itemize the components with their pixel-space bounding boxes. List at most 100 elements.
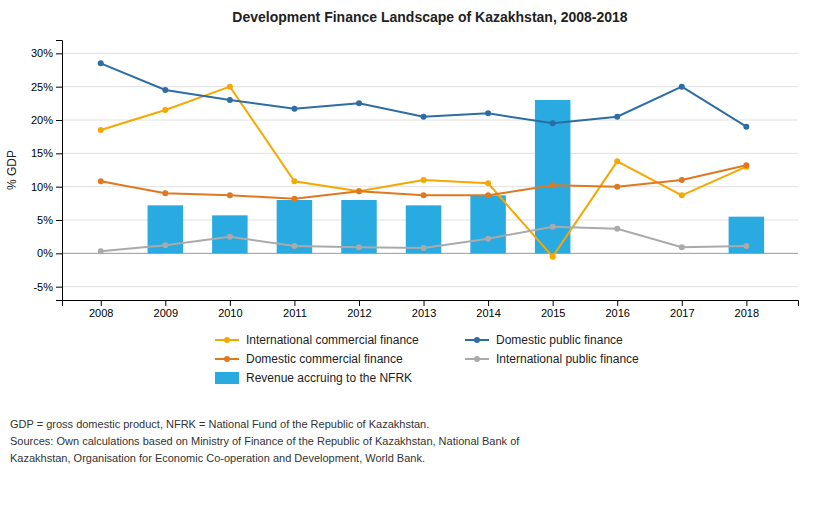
bar [664, 253, 700, 254]
y-tick-mark [56, 153, 62, 154]
point [162, 107, 168, 113]
y-axis: -5%0%5%10%15%20%25%30% [31, 41, 63, 301]
x-tick-label: 2011 [283, 307, 307, 319]
point [98, 127, 104, 133]
point [291, 196, 297, 202]
grid-line [62, 286, 798, 287]
y-tick: 10% [31, 181, 62, 193]
x-tick: 2018 [735, 300, 759, 319]
x-tick: 2013 [412, 300, 436, 319]
point [485, 192, 491, 198]
y-tick-label: 25% [31, 81, 53, 93]
point [291, 243, 297, 249]
legend-swatch [215, 372, 239, 384]
grid-line [62, 86, 798, 87]
x-tick-label: 2010 [218, 307, 242, 319]
line [101, 165, 747, 198]
x-tick-label: 2018 [735, 307, 759, 319]
point [614, 226, 620, 232]
x-tick: 2015 [541, 300, 565, 319]
point [485, 236, 491, 242]
x-axis-line [63, 301, 799, 307]
y-tick: 20% [31, 114, 62, 126]
point [356, 188, 362, 194]
point [356, 188, 362, 194]
legend-label: International commercial finance [246, 333, 419, 347]
x-tick-label: 2017 [670, 307, 694, 319]
legend-item: Domestic public finance [465, 333, 623, 347]
grid-line [62, 120, 798, 121]
line-series [98, 162, 750, 201]
title: Development Finance Landscape of Kazakhs… [232, 9, 627, 25]
grid [62, 53, 798, 286]
point [679, 84, 685, 90]
x-tick-mark [424, 300, 425, 306]
y-tick-label: 10% [31, 181, 53, 193]
point [421, 114, 427, 120]
legend-marker [224, 356, 230, 362]
legend-item: International public finance [465, 352, 639, 366]
x-tick-label: 2016 [605, 307, 629, 319]
y-tick-mark [56, 120, 62, 121]
point [162, 87, 168, 93]
point [679, 177, 685, 183]
x-tick-mark [682, 300, 683, 306]
legend-label: Domestic public finance [496, 333, 623, 347]
x-tick: 2009 [154, 300, 178, 319]
point [550, 254, 556, 260]
y-axis-line [56, 41, 63, 301]
footnote: Kazakhstan, Organisation for Economic Co… [10, 452, 425, 464]
y-tick-label: 30% [31, 47, 53, 59]
x-tick-mark [617, 300, 618, 306]
y-tick: 0% [37, 247, 62, 259]
x-tick: 2012 [347, 300, 371, 319]
footnotes: GDP = gross domestic product, NFRK = Nat… [10, 418, 520, 464]
legend-label: Domestic commercial finance [246, 352, 403, 366]
x-tick-label: 2012 [347, 307, 371, 319]
line [101, 227, 747, 252]
point [614, 114, 620, 120]
x-tick-label: 2015 [541, 307, 565, 319]
x-tick-mark [488, 300, 489, 306]
point [743, 243, 749, 249]
point [421, 245, 427, 251]
point [98, 178, 104, 184]
point [227, 192, 233, 198]
x-tick: 2008 [89, 300, 113, 319]
y-tick-mark [56, 87, 62, 88]
x-axis: 2008200920102011201220132014201520162017… [63, 300, 799, 319]
y-tick-label: 15% [31, 147, 53, 159]
legend-label: Revenue accruing to the NFRK [246, 371, 412, 385]
x-tick: 2011 [283, 300, 307, 319]
point [679, 192, 685, 198]
point [614, 184, 620, 190]
y-tick-label: 5% [37, 214, 53, 226]
point [291, 106, 297, 112]
footnote: GDP = gross domestic product, NFRK = Nat… [10, 418, 429, 430]
x-tick-label: 2009 [154, 307, 178, 319]
bar [599, 253, 635, 254]
y-tick: 15% [31, 147, 62, 159]
x-tick: 2016 [605, 300, 629, 319]
x-tick-label: 2008 [89, 307, 113, 319]
point [421, 177, 427, 183]
y-tick: 5% [37, 214, 62, 226]
y-tick-mark [56, 187, 62, 188]
bar [212, 215, 248, 253]
line-series [98, 224, 750, 255]
x-tick: 2010 [218, 300, 242, 319]
grid-line [62, 186, 798, 187]
y-tick: 30% [31, 47, 62, 59]
point [743, 124, 749, 130]
point [162, 190, 168, 196]
x-tick-mark [101, 300, 102, 306]
legend-label: International public finance [496, 352, 639, 366]
legend: International commercial finance Domestic… [215, 333, 639, 385]
y-tick-mark [56, 53, 62, 54]
point [227, 234, 233, 240]
y-tick-mark [56, 220, 62, 221]
y-tick: 25% [31, 81, 62, 93]
marks [98, 60, 764, 259]
point [98, 60, 104, 66]
legend-item: International commercial finance [215, 333, 419, 347]
